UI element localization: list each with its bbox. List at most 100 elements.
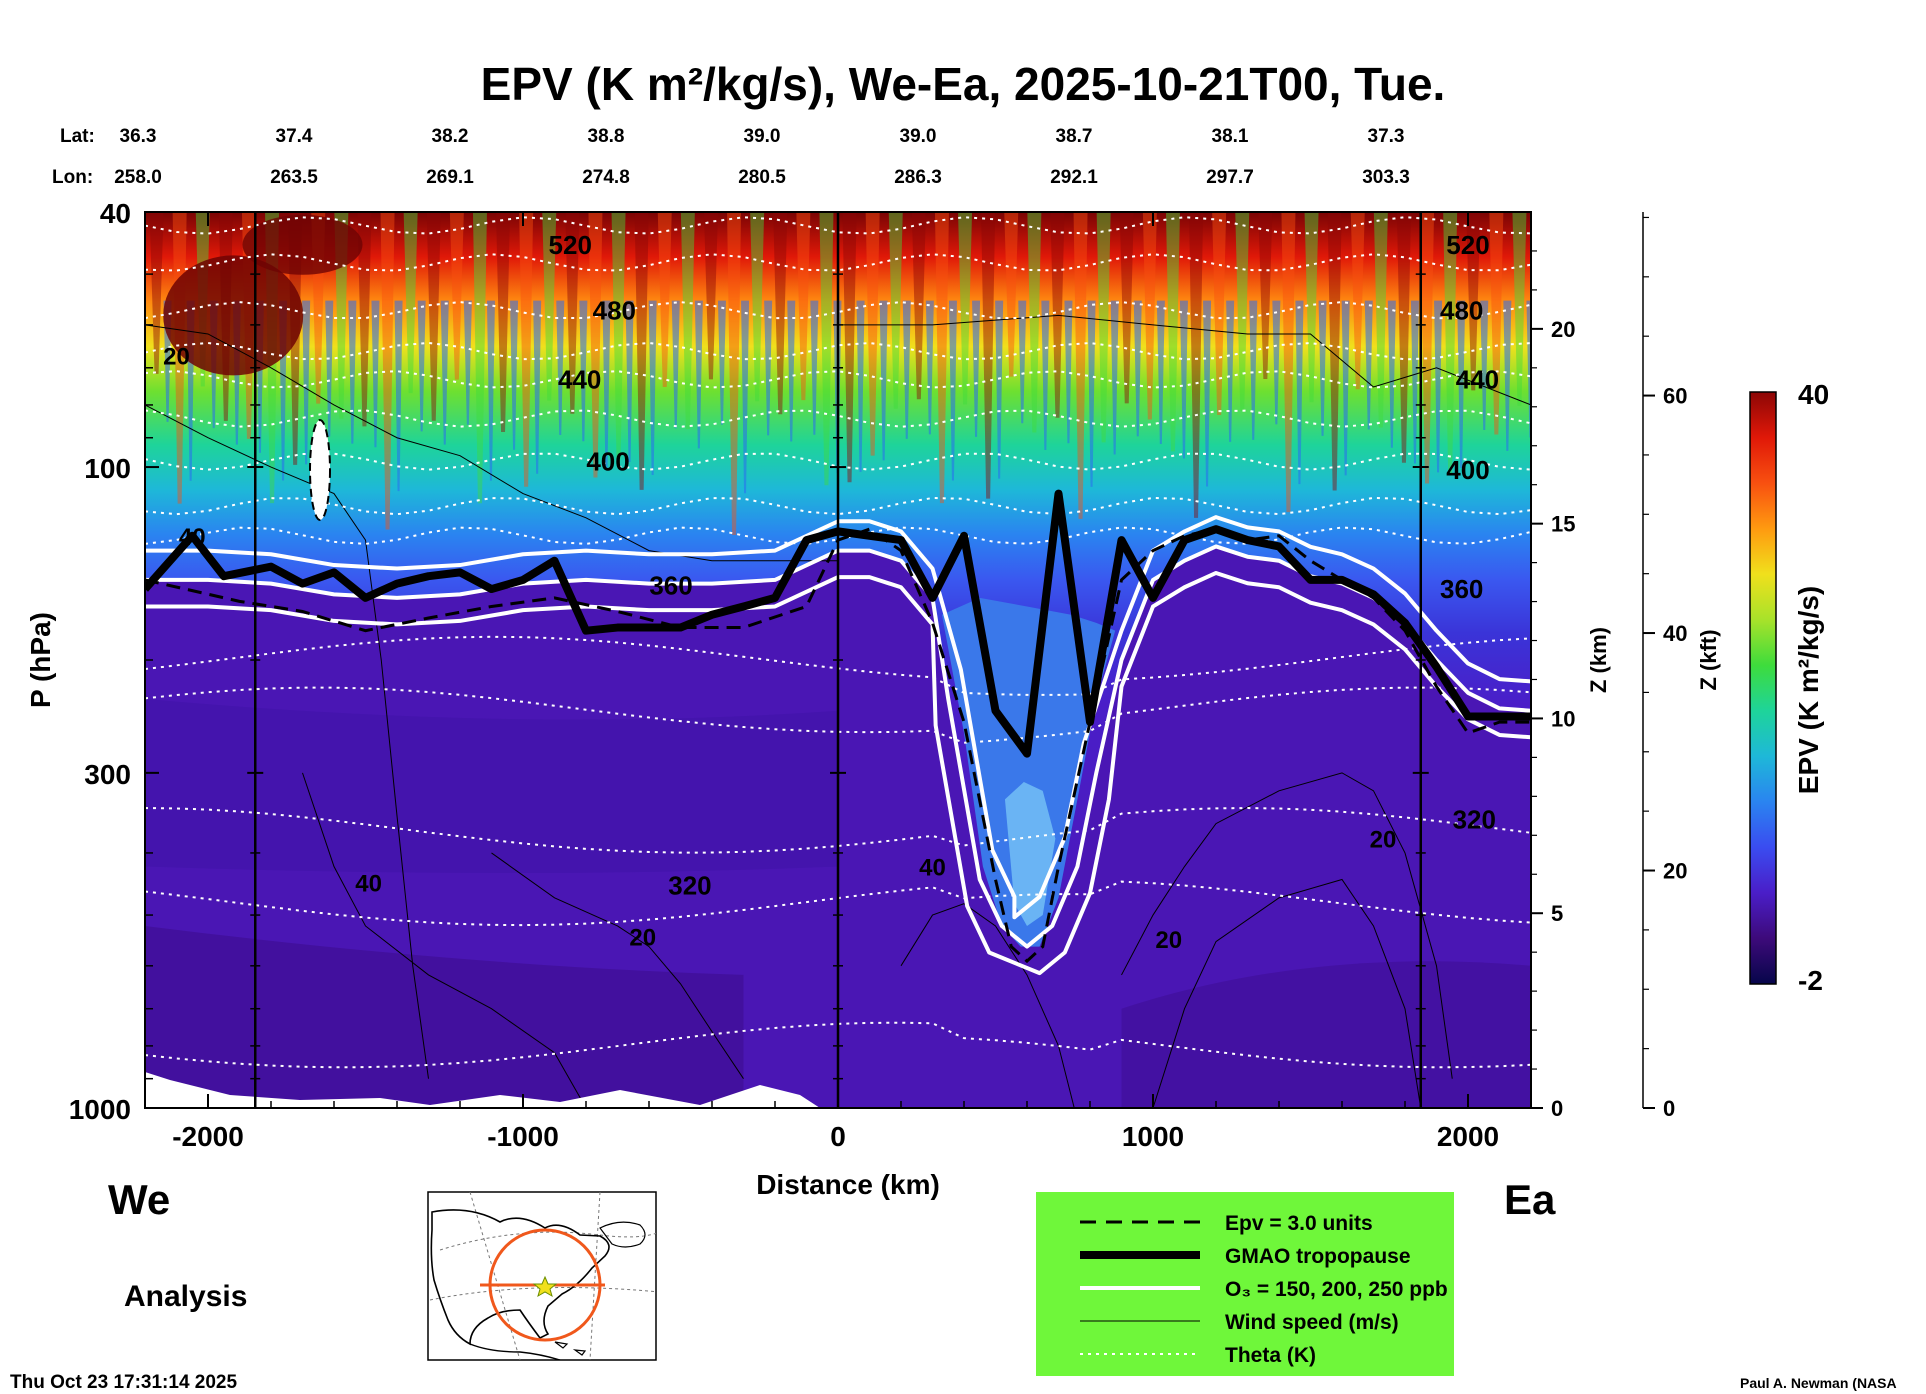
lower-troposphere-shading xyxy=(145,698,1531,1108)
epv-streak xyxy=(519,212,534,487)
chart-title: EPV (K m²/kg/s), We-Ea, 2025-10-21T00, T… xyxy=(481,58,1446,110)
legend-label: GMAO tropopause xyxy=(1225,1245,1411,1268)
vertical-section-markers xyxy=(247,212,1429,1108)
epv-streak xyxy=(496,212,511,432)
theta-label: 320 xyxy=(1453,805,1496,835)
epv-streak-blue xyxy=(1526,300,1531,438)
theta-label: 320 xyxy=(668,871,711,901)
epv-streak xyxy=(1512,212,1527,406)
p-tick-label: 40 xyxy=(100,198,131,229)
epv-streak xyxy=(773,212,788,415)
epv-streak-blue xyxy=(510,300,519,450)
z-kft-axis-label: Z (kft) xyxy=(1696,629,1721,690)
epv-streak-blue xyxy=(371,300,380,448)
credit: Paul A. Newman (NASA xyxy=(1740,1375,1897,1391)
z-km-tick-label: 20 xyxy=(1551,317,1575,342)
low-epv-band xyxy=(145,925,744,1108)
epv-streak-blue xyxy=(694,300,703,449)
inset-map xyxy=(427,1191,657,1361)
high-epv-blob xyxy=(163,255,304,376)
epv-streak-blue xyxy=(995,300,1004,479)
epv-streak-blue xyxy=(972,300,981,437)
epv-streak xyxy=(634,212,649,490)
epv-streak-blue xyxy=(1341,300,1350,476)
epv-streak xyxy=(1142,212,1157,420)
z-kft-tick-label: 40 xyxy=(1663,621,1687,646)
x-tick-label: 0 xyxy=(830,1121,846,1152)
epv-streak xyxy=(588,212,603,478)
theta-contour xyxy=(145,341,1531,361)
timestamp: Thu Oct 23 17:31:14 2025 xyxy=(10,1372,237,1393)
ozone-contour xyxy=(145,515,1531,920)
epv-streak xyxy=(934,212,949,504)
pressure-axis: 40 100 300 1000 xyxy=(69,198,159,1125)
epv-streak xyxy=(1466,212,1481,391)
epv-streak-blue xyxy=(902,300,911,439)
ozone-contour xyxy=(145,570,1531,976)
epv-streak xyxy=(380,212,395,530)
z-km-tick-label: 10 xyxy=(1551,706,1575,731)
epv-streak xyxy=(911,212,926,400)
theta-contour xyxy=(145,301,1531,320)
lon-value: 263.5 xyxy=(270,167,318,188)
wind-speed-contour xyxy=(491,852,744,1079)
x-tick-label: 1000 xyxy=(1122,1121,1184,1152)
epv-streak-blue xyxy=(879,300,888,461)
epv-streak xyxy=(1304,212,1319,403)
epv-streak xyxy=(1119,212,1134,404)
epv-streak xyxy=(865,212,880,456)
colorbar-tick-max: 40 xyxy=(1798,379,1829,410)
epv-streak xyxy=(727,212,742,535)
lon-value: 292.1 xyxy=(1050,167,1098,188)
high-epv-blob xyxy=(242,214,363,275)
p-tick-label: 100 xyxy=(84,453,131,484)
theta-label: 520 xyxy=(1446,230,1489,260)
epv-streak xyxy=(981,212,996,499)
inset-map-content xyxy=(429,1192,656,1360)
colorbar-ramp xyxy=(1749,391,1777,985)
legend-label: Wind speed (m/s) xyxy=(1225,1311,1399,1334)
z-kft-tick-label: 20 xyxy=(1663,859,1687,884)
map-coastline-north-america xyxy=(430,1209,610,1346)
lon-value: 297.7 xyxy=(1206,167,1254,188)
wind-speed-label: 40 xyxy=(355,871,382,898)
epv-3-dashed-contour xyxy=(145,527,1531,964)
lat-lon-header: Lat: Lon: 36.3 258.0 37.4 263.5 38.2 269.1 38.… xyxy=(52,126,1410,188)
epv-streak-blue xyxy=(671,300,680,429)
epv-streak-blue xyxy=(1318,300,1327,436)
epv-streak-blue xyxy=(1133,300,1142,437)
wind-speed-contour xyxy=(145,404,429,1079)
wind-speed-label: 40 xyxy=(179,524,206,551)
colorbar-label: EPV (K m²/kg/s) xyxy=(1793,586,1824,794)
epv-streak-blue xyxy=(648,300,657,476)
theta-label: 440 xyxy=(1456,364,1499,394)
epv-streak xyxy=(1327,212,1342,491)
legend-label: O₃ = 150, 200, 250 ppb xyxy=(1225,1278,1448,1301)
epv-streak xyxy=(357,212,372,427)
map-coastline-newfoundland xyxy=(599,1221,646,1248)
inset-map-frame xyxy=(427,1191,657,1361)
epv-streak xyxy=(1004,212,1019,377)
theta-contour xyxy=(145,253,1531,272)
theta-label: 520 xyxy=(549,230,592,260)
map-caribbean-islands xyxy=(554,1341,587,1356)
epv-streak xyxy=(1050,212,1065,418)
epv-streak xyxy=(1489,212,1504,435)
lat-value: 39.0 xyxy=(900,126,937,147)
epv-streak xyxy=(657,212,672,387)
epv-streak xyxy=(1235,212,1250,411)
theta-label: 360 xyxy=(1440,574,1483,604)
legend-label: Theta (K) xyxy=(1225,1344,1316,1367)
epv-streak xyxy=(449,212,464,380)
legend: Epv = 3.0 units GMAO tropopause O₃ = 150, … xyxy=(1036,1192,1454,1376)
wind-speed-label: 20 xyxy=(1370,827,1397,854)
west-end-label: We xyxy=(108,1176,170,1223)
lon-value: 269.1 xyxy=(426,167,474,188)
epv-streak-blue xyxy=(1295,300,1304,485)
epv-streak-blue xyxy=(1410,300,1419,464)
lat-value: 38.2 xyxy=(432,126,469,147)
epv-streak xyxy=(1073,212,1088,519)
epv-streak-blue xyxy=(1226,300,1235,442)
missing-data-patch xyxy=(309,419,331,521)
